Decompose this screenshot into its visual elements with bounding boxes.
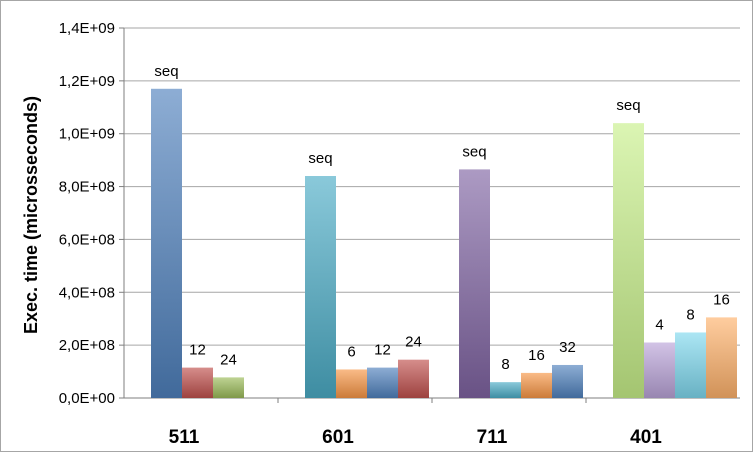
bar-601-24 bbox=[398, 359, 429, 398]
bar-711-32 bbox=[552, 364, 583, 398]
gridlines bbox=[124, 27, 740, 346]
bar-401-16 bbox=[706, 317, 737, 398]
bar-label: 8 bbox=[501, 356, 509, 373]
y-tick-label: 1,0E+09 bbox=[59, 126, 115, 143]
bar-label: seq bbox=[462, 143, 486, 160]
bar-401-4 bbox=[644, 342, 675, 398]
bar-601-12 bbox=[367, 367, 398, 398]
y-tick-label: 2,0E+08 bbox=[59, 337, 115, 354]
axes: 0,0E+00 2,0E+08 4,0E+08 6,0E+08 8,0E+08 1,0E+… bbox=[59, 20, 740, 448]
bar-label: 32 bbox=[559, 339, 576, 356]
bar-label: seq bbox=[616, 97, 640, 114]
y-tick-label: 1,2E+09 bbox=[59, 73, 115, 90]
bar-label: 6 bbox=[347, 343, 355, 360]
bar-label: 8 bbox=[686, 306, 694, 323]
bar-511-12 bbox=[182, 367, 213, 398]
y-tick-label: 8,0E+08 bbox=[59, 179, 115, 196]
x-category-label: 511 bbox=[169, 427, 200, 448]
bar-label: 24 bbox=[220, 351, 237, 368]
bar-711-seq bbox=[459, 169, 490, 398]
x-category-label: 711 bbox=[477, 427, 508, 448]
y-tick-label: 4,0E+08 bbox=[59, 284, 115, 301]
bar-label: seq bbox=[308, 150, 332, 167]
bars bbox=[151, 88, 737, 399]
y-tick-label: 0,0E+00 bbox=[59, 390, 115, 407]
bar-label: seq bbox=[154, 63, 178, 80]
bar-label: 24 bbox=[405, 334, 422, 351]
bar-label: 12 bbox=[374, 342, 391, 359]
bar-label: 12 bbox=[189, 342, 206, 359]
bar-401-seq bbox=[613, 123, 644, 399]
y-axis-title: Exec. time (microsseconds) bbox=[21, 96, 41, 334]
data-labels: seq 12 24 seq 6 12 24 seq 8 16 32 seq 4 8 16 bbox=[154, 63, 729, 373]
y-tick-label: 6,0E+08 bbox=[59, 231, 115, 248]
bar-601-6 bbox=[336, 369, 367, 398]
bar-511-24 bbox=[213, 377, 244, 398]
bar-label: 4 bbox=[655, 317, 663, 334]
x-category-label: 401 bbox=[630, 427, 662, 448]
bar-label: 16 bbox=[528, 347, 545, 364]
y-tick-label: 1,4E+09 bbox=[59, 20, 115, 37]
bar-511-seq bbox=[151, 88, 182, 399]
bar-401-8 bbox=[675, 332, 706, 398]
bar-711-16 bbox=[521, 372, 552, 398]
bar-label: 16 bbox=[713, 291, 730, 308]
bar-711-8 bbox=[490, 382, 521, 398]
bar-601-seq bbox=[305, 176, 336, 398]
x-category-label: 601 bbox=[322, 427, 354, 448]
